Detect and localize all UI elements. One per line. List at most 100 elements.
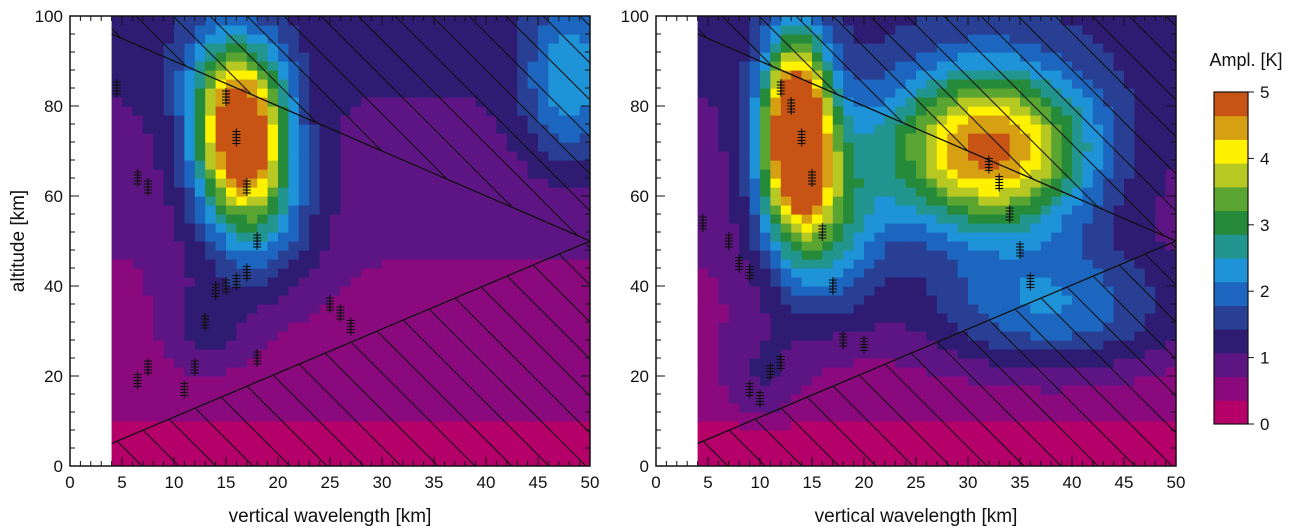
left-heat-cell — [142, 349, 154, 359]
right-heat-cell — [864, 349, 875, 359]
right-heat-cell — [749, 151, 761, 161]
right-heat-cell — [843, 124, 855, 134]
right-heat-cell — [1030, 160, 1042, 170]
left-heat-cell — [215, 70, 227, 80]
right-heat-cell — [1051, 259, 1063, 269]
right-heat-cell — [1165, 367, 1176, 377]
right-heat-cell — [780, 394, 792, 404]
left-heat-cell — [236, 16, 248, 26]
right-heat-cell — [968, 349, 979, 359]
right-heat-cell — [864, 259, 875, 269]
left-heat-cell — [527, 79, 539, 89]
left-heat-cell — [382, 295, 393, 305]
left-heat-cell — [506, 430, 518, 440]
left-heat-cell — [194, 340, 206, 350]
right-heat-cell — [718, 313, 730, 323]
right-heat-cell — [1082, 52, 1094, 62]
left-heat-cell — [423, 241, 435, 251]
left-heat-cell — [194, 349, 206, 359]
right-heat-cell — [968, 88, 979, 98]
right-heat-cell — [1144, 349, 1156, 359]
left-heat-cell — [142, 142, 154, 152]
right-heat-cell — [978, 151, 990, 161]
left-heat-cell — [246, 52, 258, 62]
left-heat-cell — [132, 223, 144, 233]
left-heat-cell — [257, 88, 269, 98]
right-heat-cell — [968, 439, 979, 449]
right-heat-cell — [1030, 313, 1042, 323]
left-heat-cell — [506, 403, 518, 413]
left-heat-cell — [205, 133, 217, 143]
right-heat-cell — [843, 70, 855, 80]
left-heat-cell — [392, 250, 404, 260]
right-heat-cell — [718, 241, 730, 251]
left-heat-cell — [454, 133, 466, 143]
left-heat-cell — [402, 88, 414, 98]
right-heat-cell — [1040, 394, 1052, 404]
right-heat-cell — [1165, 187, 1176, 197]
right-heat-cell — [718, 430, 730, 440]
left-heat-cell — [174, 340, 185, 350]
left-heat-cell — [298, 358, 310, 368]
left-heat-cell — [111, 448, 123, 458]
right-heat-cell — [1072, 286, 1083, 296]
right-heat-cell — [812, 79, 823, 89]
right-heat-cell — [936, 313, 948, 323]
right-heat-cell — [760, 205, 771, 215]
left-heat-cell — [548, 151, 560, 161]
left-heat-cell — [278, 70, 289, 80]
right-heat-cell — [1144, 223, 1156, 233]
left-heat-cell — [423, 349, 435, 359]
left-heat-cell — [538, 412, 549, 422]
right-heat-cell — [895, 205, 907, 215]
left-heat-cell — [236, 241, 248, 251]
left-heat-cell — [558, 259, 570, 269]
right-heat-cell — [832, 142, 844, 152]
left-heat-cell — [361, 43, 373, 53]
left-heat-cell — [496, 376, 508, 386]
left-heat-cell — [153, 205, 165, 215]
left-heat-cell — [257, 106, 269, 116]
right-heat-cell — [1040, 286, 1052, 296]
right-heat-cell — [1009, 250, 1021, 260]
right-heat-cell — [884, 169, 896, 179]
left-heat-cell — [236, 385, 248, 395]
left-heat-cell — [486, 142, 497, 152]
left-heat-cell — [194, 43, 206, 53]
right-heat-cell — [895, 169, 907, 179]
right-heat-cell — [1009, 385, 1021, 395]
right-heat-cell — [874, 178, 886, 188]
right-heat-cell — [1165, 61, 1176, 71]
left-heat-cell — [392, 115, 404, 125]
left-heat-cell — [142, 124, 154, 134]
left-heat-cell — [174, 295, 185, 305]
right-heat-cell — [895, 340, 907, 350]
left-heat-cell — [475, 187, 487, 197]
left-heat-cell — [340, 160, 352, 170]
left-heat-cell — [153, 277, 165, 287]
left-heat-cell — [194, 322, 206, 332]
right-heat-cell — [760, 286, 771, 296]
right-heat-cell — [1020, 277, 1031, 287]
right-heat-cell — [1134, 115, 1146, 125]
right-heat-cell — [936, 142, 948, 152]
right-heat-cell — [947, 88, 959, 98]
left-heat-cell — [496, 214, 508, 224]
right-heat-cell — [822, 349, 834, 359]
right-heat-cell — [1030, 196, 1042, 206]
left-heat-cell — [392, 403, 404, 413]
left-heat-cell — [163, 178, 175, 188]
right-heat-cell — [1082, 43, 1094, 53]
right-heat-cell — [801, 376, 813, 386]
left-heat-cell — [465, 340, 477, 350]
left-heat-cell — [122, 241, 133, 251]
left-heat-cell — [392, 43, 404, 53]
right-heat-cell — [1030, 43, 1042, 53]
right-heat-cell — [801, 277, 813, 287]
right-heat-cell — [1009, 70, 1021, 80]
left-heat-cell — [527, 88, 539, 98]
left-heat-cell — [309, 151, 321, 161]
right-heat-cell — [791, 61, 803, 71]
right-heat-cell — [812, 322, 823, 332]
left-heat-cell — [215, 457, 227, 466]
